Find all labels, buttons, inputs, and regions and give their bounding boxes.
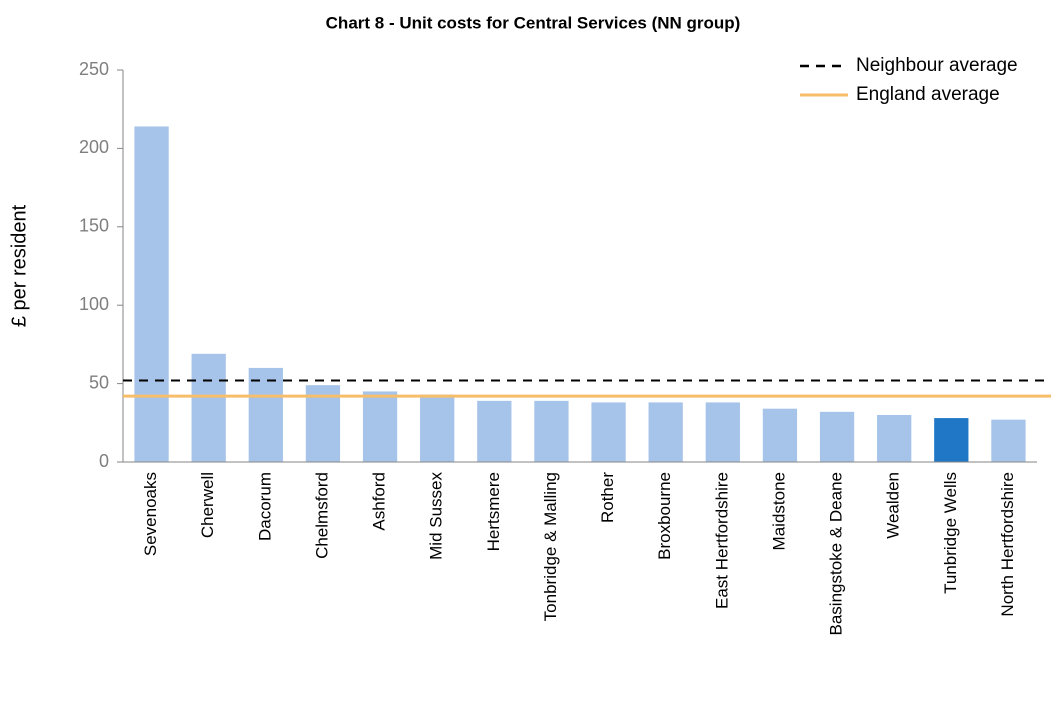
x-tick-label: North Hertfordshire [998,472,1017,617]
x-tick-label: Broxbourne [655,472,674,560]
chart-title: Chart 8 - Unit costs for Central Service… [326,13,741,32]
x-tick-label: Ashford [370,472,389,531]
bar [248,367,283,462]
x-tick-label: Chelmsford [312,472,331,559]
bar [991,419,1026,462]
bar [534,400,569,462]
x-tick-label: Cherwell [198,472,217,538]
bar [362,391,398,462]
bar [305,385,341,462]
bar [591,402,626,462]
x-tick-label: East Hertfordshire [712,472,731,609]
legend-label: England average [856,84,1000,105]
x-tick-label: Hertsmere [484,472,503,551]
bar [648,402,683,462]
bar [934,418,969,462]
legend-label: Neighbour average [856,55,1018,76]
x-tick-label: Sevenoaks [141,472,160,556]
x-tick-label: Dacorum [255,472,274,541]
bar [705,402,740,462]
y-tick-label: 100 [79,294,109,314]
bar [762,408,798,462]
y-tick-label: 150 [79,216,109,236]
x-tick-label: Tonbridge & Malling [541,472,560,621]
x-tick-label: Wealden [884,472,903,539]
x-tick-label: Tunbridge Wells [941,472,960,594]
x-tick-label: Maidstone [769,472,788,550]
bar [420,394,455,462]
bar [819,411,855,462]
y-axis-label: £ per resident [8,204,30,327]
y-tick-label: 200 [79,137,109,157]
x-tick-label: Basingstoke & Deane [827,472,846,636]
y-tick-label: 250 [79,59,109,79]
y-tick-label: 50 [89,372,109,392]
bar [134,126,169,462]
x-tick-label: Mid Sussex [427,472,446,560]
bar [191,353,226,462]
x-tick-label: Rother [598,472,617,523]
y-tick-label: 0 [99,451,109,471]
bar [477,400,512,462]
bar [877,414,912,462]
